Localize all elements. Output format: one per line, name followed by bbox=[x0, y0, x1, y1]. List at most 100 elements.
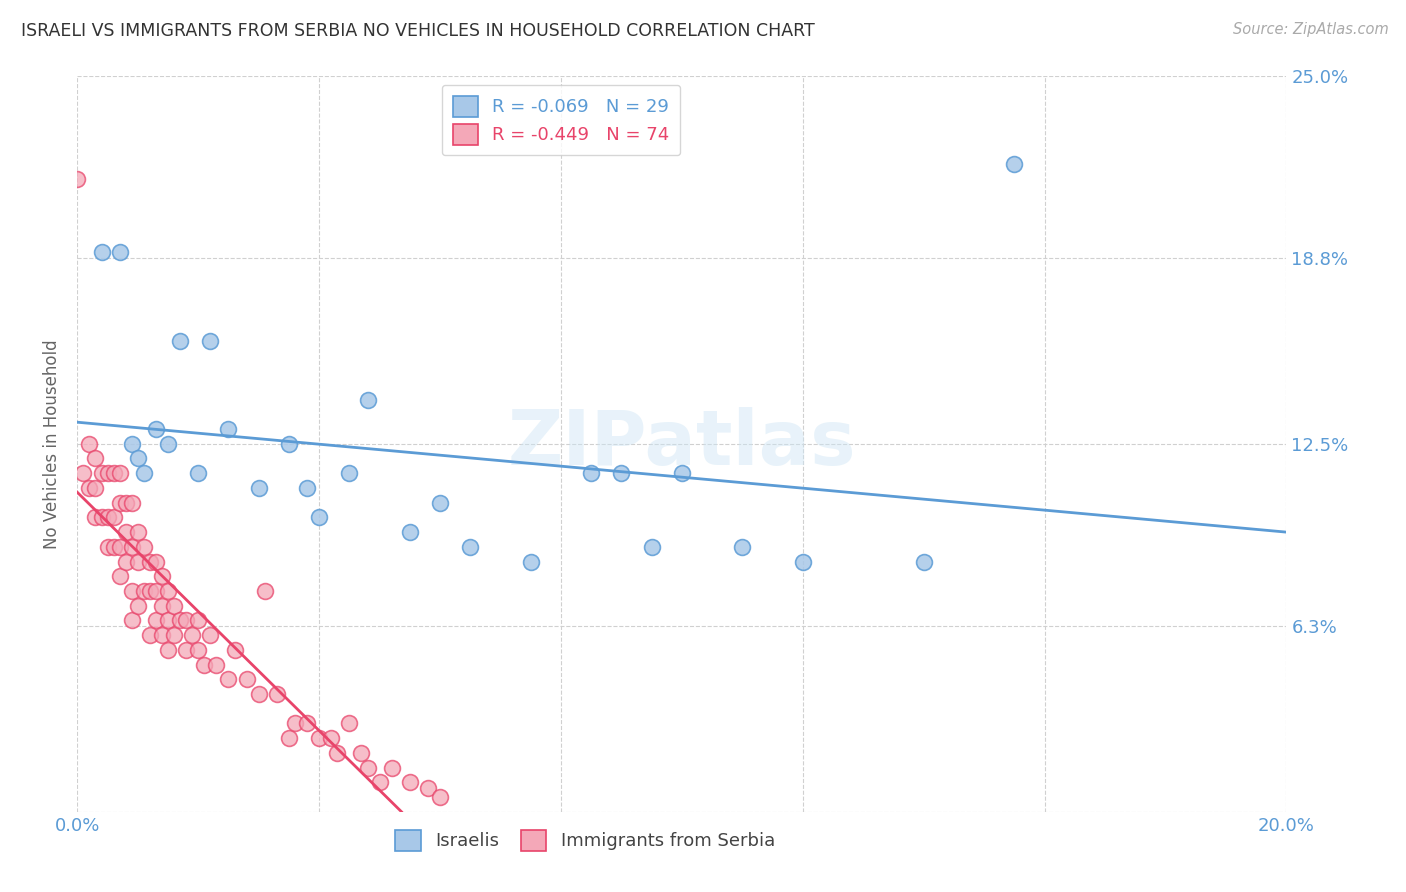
Point bbox=[731, 540, 754, 554]
Point bbox=[127, 599, 149, 613]
Point bbox=[295, 716, 318, 731]
Point bbox=[429, 496, 451, 510]
Point bbox=[193, 657, 215, 672]
Point bbox=[458, 540, 481, 554]
Text: Source: ZipAtlas.com: Source: ZipAtlas.com bbox=[1233, 22, 1389, 37]
Point bbox=[79, 436, 101, 450]
Point bbox=[205, 657, 228, 672]
Point bbox=[163, 599, 186, 613]
Point bbox=[247, 481, 270, 495]
Text: ZIPatlas: ZIPatlas bbox=[508, 407, 856, 481]
Point bbox=[114, 496, 136, 510]
Point bbox=[912, 554, 935, 569]
Point bbox=[79, 481, 101, 495]
Point bbox=[284, 716, 307, 731]
Point bbox=[671, 466, 693, 480]
Point bbox=[121, 614, 143, 628]
Point bbox=[127, 451, 149, 466]
Point bbox=[169, 334, 191, 348]
Point bbox=[247, 687, 270, 701]
Point bbox=[581, 466, 603, 480]
Point bbox=[150, 569, 173, 583]
Point bbox=[139, 554, 162, 569]
Point bbox=[157, 584, 180, 599]
Point bbox=[278, 731, 301, 746]
Point bbox=[187, 642, 209, 657]
Point bbox=[157, 614, 180, 628]
Point bbox=[308, 731, 330, 746]
Point bbox=[218, 422, 240, 436]
Point bbox=[399, 524, 422, 539]
Point bbox=[1004, 157, 1026, 171]
Point bbox=[84, 510, 107, 524]
Point bbox=[145, 584, 167, 599]
Point bbox=[350, 746, 373, 760]
Point bbox=[326, 746, 349, 760]
Point bbox=[337, 716, 360, 731]
Point bbox=[266, 687, 288, 701]
Point bbox=[278, 436, 301, 450]
Point bbox=[145, 554, 167, 569]
Point bbox=[356, 760, 378, 774]
Point bbox=[121, 436, 143, 450]
Point bbox=[187, 614, 209, 628]
Point bbox=[157, 436, 180, 450]
Point bbox=[72, 466, 94, 480]
Point bbox=[174, 614, 197, 628]
Point bbox=[368, 775, 391, 789]
Point bbox=[235, 673, 257, 687]
Point bbox=[139, 584, 162, 599]
Point bbox=[157, 642, 180, 657]
Point bbox=[90, 245, 112, 260]
Point bbox=[321, 731, 343, 746]
Point bbox=[610, 466, 633, 480]
Point bbox=[253, 584, 276, 599]
Point bbox=[96, 466, 118, 480]
Legend: Israelis, Immigrants from Serbia: Israelis, Immigrants from Serbia bbox=[388, 822, 782, 858]
Point bbox=[132, 466, 155, 480]
Point bbox=[145, 614, 167, 628]
Point bbox=[103, 510, 125, 524]
Point bbox=[132, 540, 155, 554]
Point bbox=[66, 171, 89, 186]
Point bbox=[150, 628, 173, 642]
Point bbox=[399, 775, 422, 789]
Point bbox=[127, 554, 149, 569]
Point bbox=[108, 245, 131, 260]
Point bbox=[200, 334, 222, 348]
Point bbox=[121, 496, 143, 510]
Point bbox=[163, 628, 186, 642]
Point bbox=[114, 524, 136, 539]
Point bbox=[416, 781, 439, 796]
Point bbox=[224, 642, 246, 657]
Point bbox=[139, 628, 162, 642]
Point bbox=[90, 510, 112, 524]
Text: ISRAELI VS IMMIGRANTS FROM SERBIA NO VEHICLES IN HOUSEHOLD CORRELATION CHART: ISRAELI VS IMMIGRANTS FROM SERBIA NO VEH… bbox=[21, 22, 815, 40]
Point bbox=[108, 569, 131, 583]
Point bbox=[108, 540, 131, 554]
Point bbox=[381, 760, 404, 774]
Point bbox=[641, 540, 664, 554]
Point bbox=[114, 554, 136, 569]
Point bbox=[169, 614, 191, 628]
Point bbox=[145, 422, 167, 436]
Point bbox=[520, 554, 543, 569]
Point bbox=[200, 628, 222, 642]
Point bbox=[103, 540, 125, 554]
Point bbox=[121, 584, 143, 599]
Point bbox=[308, 510, 330, 524]
Point bbox=[295, 481, 318, 495]
Point bbox=[121, 540, 143, 554]
Point bbox=[90, 466, 112, 480]
Point bbox=[181, 628, 204, 642]
Point bbox=[218, 673, 240, 687]
Point bbox=[108, 466, 131, 480]
Point bbox=[96, 540, 118, 554]
Point bbox=[187, 466, 209, 480]
Point bbox=[337, 466, 360, 480]
Point bbox=[356, 392, 378, 407]
Point bbox=[84, 451, 107, 466]
Point bbox=[84, 481, 107, 495]
Point bbox=[108, 496, 131, 510]
Point bbox=[150, 599, 173, 613]
